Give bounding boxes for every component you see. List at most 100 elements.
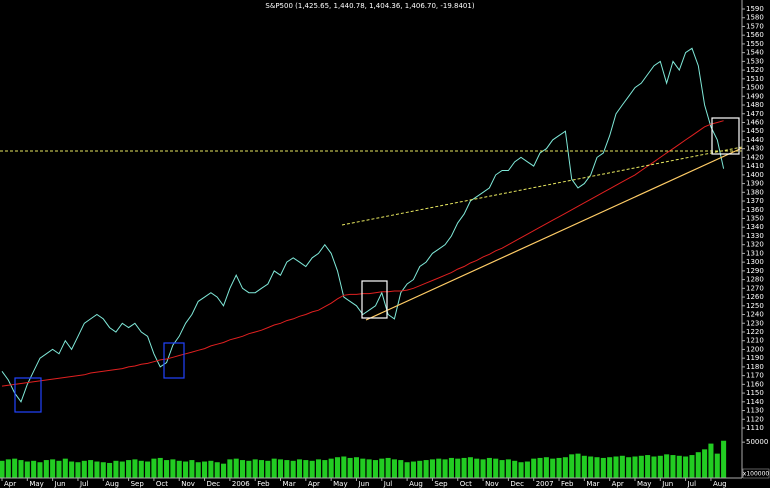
volume-bar: [132, 459, 138, 478]
x-tick-label: May: [29, 480, 43, 488]
volume-bar: [613, 456, 619, 478]
volume-bar: [398, 460, 404, 478]
volume-bar: [347, 457, 353, 478]
x-tick-label: Apr: [612, 480, 624, 488]
volume-bar: [721, 440, 727, 478]
volume-bar: [360, 458, 366, 478]
x-tick-label: Feb: [561, 480, 574, 488]
volume-bar: [126, 460, 132, 478]
volume-bar: [271, 458, 277, 478]
volume-bar: [404, 462, 410, 478]
y-tick-label: 1120: [746, 415, 764, 423]
volume-bar: [265, 460, 271, 478]
y-tick-label: 1370: [746, 197, 764, 205]
volume-bar: [683, 456, 689, 478]
y-tick-label: 1140: [746, 398, 764, 406]
volume-bar: [0, 460, 5, 478]
volume-bar: [442, 459, 448, 478]
volume-bar: [670, 455, 676, 478]
volume-bar: [702, 449, 708, 478]
y-tick-label: 1400: [746, 171, 764, 179]
volume-bar: [531, 458, 537, 478]
volume-bar: [88, 460, 94, 478]
volume-bar: [423, 460, 429, 478]
highlight-box: [163, 342, 185, 379]
volume-bar: [315, 459, 322, 478]
volume-bar: [31, 460, 37, 478]
volume-bar: [588, 456, 594, 478]
y-tick-label: 1180: [746, 363, 764, 371]
highlight-box: [361, 280, 388, 319]
y-tick-label: 1210: [746, 337, 764, 345]
volume-bar: [170, 459, 176, 478]
y-tick-label: 1380: [746, 188, 764, 196]
y-tick-label: 1540: [746, 49, 764, 57]
volume-bar: [499, 460, 505, 478]
volume-bar: [353, 457, 360, 478]
volume-bar: [258, 460, 265, 478]
volume-bar: [24, 461, 30, 478]
volume-bar: [334, 457, 341, 478]
unit-box: [742, 468, 770, 479]
y-tick-label: 1360: [746, 206, 764, 214]
volume-bar: [467, 457, 473, 478]
volume-bar: [62, 458, 68, 478]
x-tick-label: May: [333, 480, 347, 488]
x-tick-label: Jul: [687, 480, 697, 488]
volume-bar: [290, 460, 296, 478]
x-tick-label: Aug: [713, 480, 727, 488]
y-tick-label: 1520: [746, 66, 764, 74]
volume-bar: [56, 460, 62, 478]
y-tick-label: 1330: [746, 232, 764, 240]
volume-bar: [638, 455, 644, 478]
volume-bar: [708, 443, 714, 478]
x-tick-label: Jun: [357, 480, 369, 488]
volume-bar: [246, 460, 252, 478]
y-tick-label: 1250: [746, 302, 764, 310]
volume-bar: [455, 458, 461, 478]
volume-bar: [138, 460, 144, 478]
x-tick-label: Sep: [131, 480, 145, 488]
volume-bar: [366, 459, 372, 478]
highlight-box: [711, 117, 740, 155]
y2-tick-label: 50000: [746, 438, 768, 446]
price-line: [1, 120, 724, 387]
y-tick-label: 1200: [746, 345, 764, 353]
x-tick-label: Oct: [460, 480, 472, 488]
y-tick-label: 1480: [746, 101, 764, 109]
volume-bar: [379, 458, 385, 478]
y-tick-label: 1230: [746, 319, 764, 327]
volume-bar: [461, 457, 467, 478]
volume-bar: [372, 460, 378, 478]
volume-bar: [505, 459, 511, 478]
volume-bar: [107, 462, 113, 478]
volume-bar: [296, 459, 303, 478]
volume-bar: [556, 457, 562, 478]
volume-bar: [195, 462, 201, 478]
x-tick-label: Nov: [485, 480, 499, 488]
volume-bar: [569, 454, 575, 478]
volume-bar: [75, 462, 81, 478]
y-tick-label: 1130: [746, 407, 764, 415]
volume-bar: [189, 460, 195, 478]
volume-bar: [50, 459, 56, 478]
volume-bar: [632, 456, 638, 478]
y-tick-label: 1510: [746, 75, 764, 83]
volume-bar: [550, 458, 556, 478]
y-tick-label: 1460: [746, 118, 764, 126]
volume-bar: [341, 456, 347, 478]
y-tick-label: 1550: [746, 40, 764, 48]
y-tick-label: 1300: [746, 258, 764, 266]
volume-bar: [252, 459, 258, 478]
volume-bar: [69, 461, 75, 478]
volume-bar: [94, 461, 100, 478]
x-tick-label: Mar: [283, 480, 296, 488]
y-tick-label: 1290: [746, 267, 764, 275]
y-tick-label: 1260: [746, 293, 764, 301]
y-tick-label: 1440: [746, 136, 764, 144]
y-tick-label: 1240: [746, 311, 764, 319]
y-tick-label: 1450: [746, 127, 764, 135]
x-tick-label: 2007: [536, 480, 554, 488]
volume-bar: [284, 460, 290, 478]
